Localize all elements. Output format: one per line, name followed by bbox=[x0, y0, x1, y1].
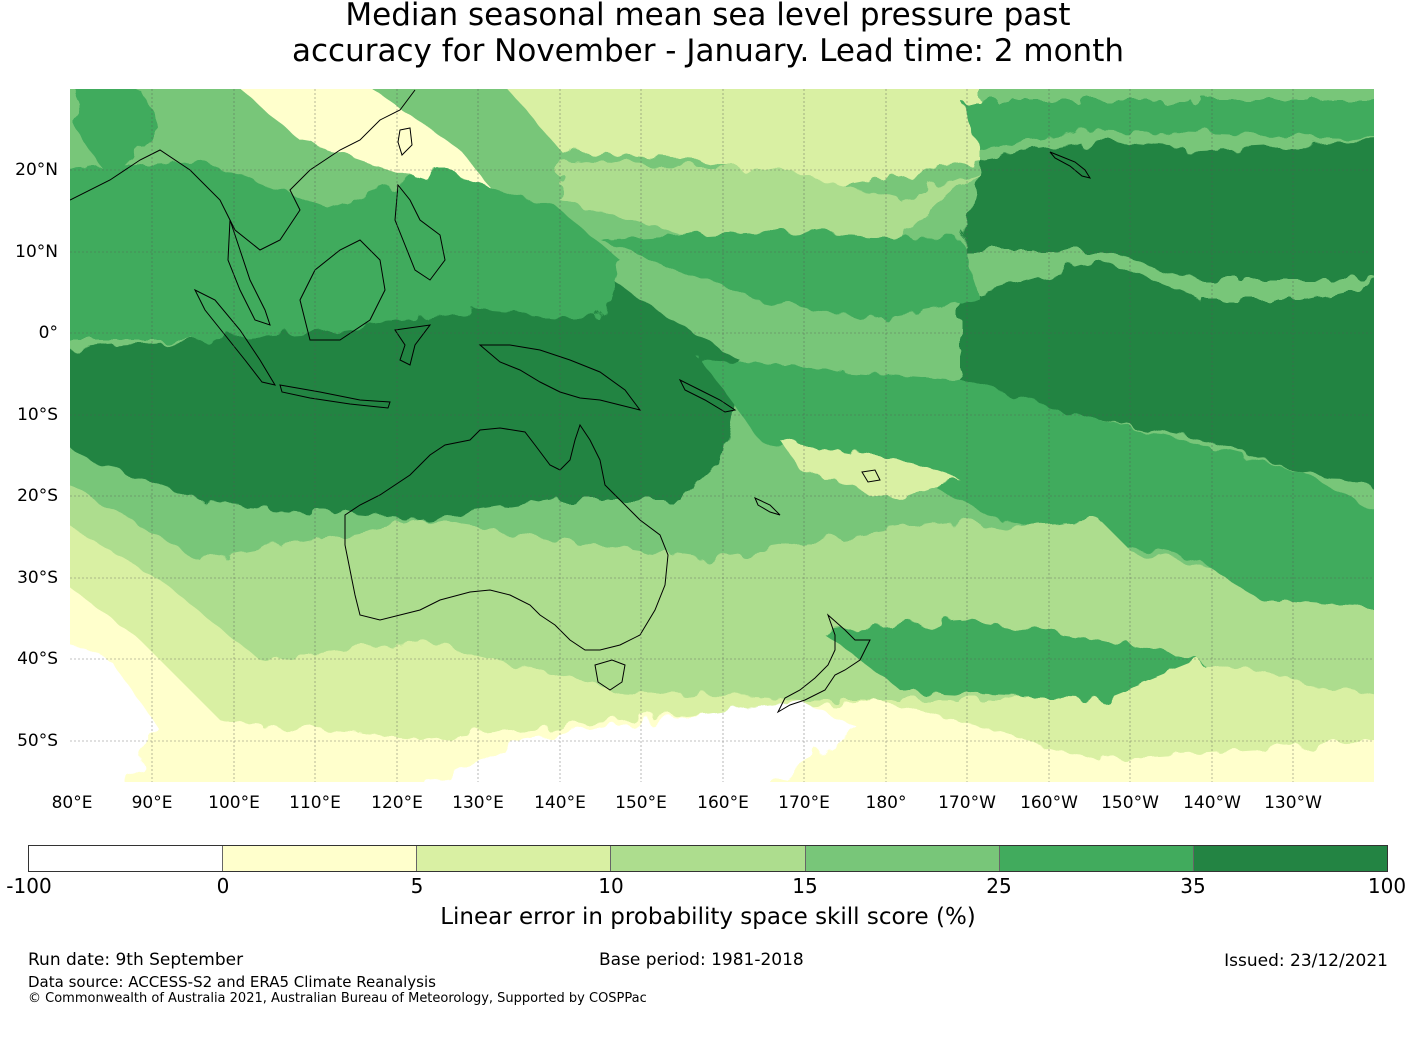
taiwan-coast bbox=[397, 127, 413, 156]
colorbar-tick: 5 bbox=[410, 874, 424, 898]
colorbar-tick: 35 bbox=[1180, 874, 1206, 898]
map-title-line2: accuracy for November - January. Lead ti… bbox=[291, 33, 1125, 69]
lat-label-40s: 40°S bbox=[17, 649, 58, 669]
lon-label-150w: 150°W bbox=[1101, 793, 1159, 813]
colorbar-tick: 25 bbox=[986, 874, 1012, 898]
colorbar bbox=[28, 845, 1388, 872]
colorbar-swatch bbox=[29, 846, 224, 871]
hawaii-coast bbox=[1049, 151, 1092, 179]
lon-label-100e: 100°E bbox=[208, 793, 260, 813]
lon-label-160w: 160°W bbox=[1020, 793, 1078, 813]
new-guinea-coast bbox=[478, 344, 642, 411]
colorbar-tick: 0 bbox=[216, 874, 230, 898]
asia-mainland-coast bbox=[70, 89, 416, 251]
australia-coast bbox=[344, 423, 669, 651]
skill-map bbox=[70, 89, 1374, 782]
colorbar-swatch bbox=[611, 846, 806, 871]
lon-label-150e: 150°E bbox=[615, 793, 667, 813]
lon-label-170e: 170°E bbox=[778, 793, 830, 813]
copyright: © Commonwealth of Australia 2021, Austra… bbox=[28, 991, 647, 1006]
lat-label-10s: 10°S bbox=[17, 405, 58, 425]
base-period: Base period: 1981-2018 bbox=[599, 950, 804, 970]
colorbar-tick: 15 bbox=[792, 874, 818, 898]
colorbar-tick: -100 bbox=[6, 874, 52, 898]
skill-field bbox=[70, 89, 1374, 782]
map-title-line1: Median seasonal mean sea level pressure … bbox=[345, 0, 1071, 33]
lon-label-180: 180° bbox=[865, 793, 907, 813]
lat-label-20n: 20°N bbox=[15, 160, 58, 180]
colorbar-swatch bbox=[999, 846, 1194, 871]
lon-label-120e: 120°E bbox=[371, 793, 423, 813]
fiji-coast bbox=[861, 469, 881, 483]
lon-label-160e: 160°E bbox=[697, 793, 749, 813]
solomon-islands-coast bbox=[678, 378, 737, 413]
new-zealand-coast bbox=[776, 613, 871, 714]
lat-label-0: 0° bbox=[38, 323, 58, 343]
lon-label-80e: 80°E bbox=[51, 793, 93, 813]
sulawesi-coast bbox=[394, 324, 432, 366]
data-source: Data source: ACCESS-S2 and ERA5 Climate … bbox=[28, 973, 436, 991]
lon-label-130w: 130°W bbox=[1264, 793, 1322, 813]
colorbar-swatch bbox=[417, 846, 612, 871]
lat-label-10n: 10°N bbox=[15, 242, 58, 262]
new-caledonia-coast bbox=[754, 496, 781, 516]
colorbar-tick: 10 bbox=[598, 874, 624, 898]
colorbar-tick: 100 bbox=[1367, 874, 1407, 898]
lon-label-130e: 130°E bbox=[452, 793, 504, 813]
issued-date: Issued: 23/12/2021 bbox=[1224, 951, 1388, 971]
lat-label-20s: 20°S bbox=[17, 486, 58, 506]
tasmania-coast bbox=[594, 659, 626, 691]
colorbar-swatch bbox=[1193, 846, 1387, 871]
colorbar-swatch bbox=[805, 846, 1000, 871]
graticule bbox=[70, 89, 1374, 782]
borneo-coast bbox=[299, 239, 386, 341]
colorbar-swatch bbox=[223, 846, 418, 871]
lon-label-140w: 140°W bbox=[1183, 793, 1241, 813]
lat-label-30s: 30°S bbox=[17, 568, 58, 588]
run-date: Run date: 9th September bbox=[28, 950, 244, 970]
malay-peninsula-coast bbox=[227, 219, 271, 326]
philippines-coast bbox=[394, 183, 446, 281]
lon-label-170w: 170°W bbox=[938, 793, 996, 813]
sumatra-coast bbox=[193, 288, 277, 386]
lon-label-110e: 110°E bbox=[289, 793, 341, 813]
java-coast bbox=[279, 384, 391, 409]
lat-label-50s: 50°S bbox=[17, 731, 58, 751]
colorbar-label: Linear error in probability space skill … bbox=[440, 904, 976, 930]
coastlines bbox=[70, 89, 1092, 714]
lon-label-140e: 140°E bbox=[534, 793, 586, 813]
lon-label-90e: 90°E bbox=[131, 793, 173, 813]
